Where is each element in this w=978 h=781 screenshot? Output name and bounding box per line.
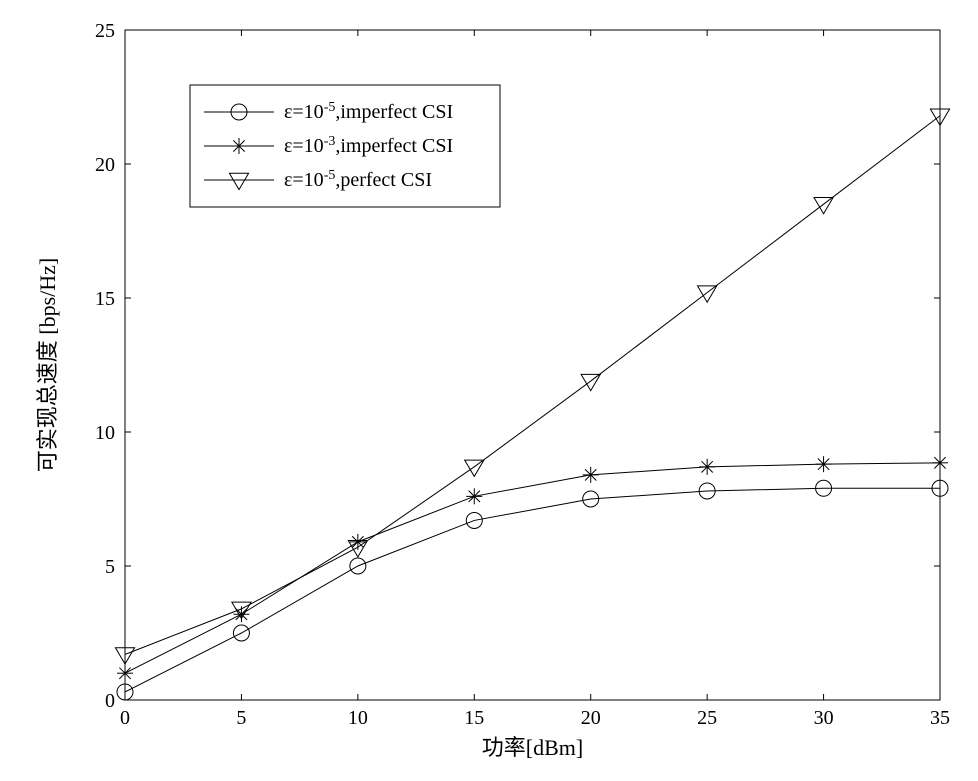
triangle-down-marker	[698, 286, 717, 302]
asterisk-marker	[231, 138, 247, 154]
asterisk-marker	[583, 467, 599, 483]
triangle-down-marker	[814, 197, 833, 213]
y-tick-label: 10	[95, 422, 115, 444]
x-tick-label: 0	[120, 707, 130, 729]
legend: ε=10-5,imperfect CSI ε=10-3,imperfect CSI…	[190, 85, 500, 207]
series-0	[117, 480, 948, 700]
y-tick-label: 25	[95, 20, 115, 42]
legend-label: ε=10-5,imperfect CSI	[284, 100, 453, 124]
x-tick-label: 5	[236, 707, 246, 729]
legend-label: ε=10-3,imperfect CSI	[284, 134, 453, 158]
x-tick-label: 30	[814, 707, 834, 729]
asterisk-marker	[816, 456, 832, 472]
series-2	[115, 109, 949, 664]
triangle-down-marker	[465, 460, 484, 476]
line-chart: 0 5 10 15 20 25 30 35 0 5 10 15 20 25 功率[dBm] 可实现总速度 [b…	[0, 0, 978, 781]
y-tick-label: 15	[95, 288, 115, 310]
x-axis-label: 功率[dBm]	[482, 735, 583, 760]
triangle-down-marker	[229, 173, 248, 189]
y-axis-label: 可实现总速度 [bps/Hz]	[35, 258, 60, 472]
x-tick-label: 35	[930, 707, 950, 729]
x-tick-label: 20	[581, 707, 601, 729]
plot-box	[125, 30, 940, 700]
legend-label: ε=10-5,perfect CSI	[284, 168, 432, 192]
triangle-down-marker	[581, 374, 600, 390]
x-tick-label: 10	[348, 707, 368, 729]
y-tick-label: 20	[95, 154, 115, 176]
asterisk-marker	[117, 665, 133, 681]
y-tick-label: 5	[105, 556, 115, 578]
asterisk-marker	[466, 488, 482, 504]
asterisk-marker	[932, 455, 948, 471]
series-line	[125, 488, 940, 692]
y-tick-label: 0	[105, 690, 115, 712]
x-tick-label: 25	[697, 707, 717, 729]
series-line	[125, 116, 940, 655]
asterisk-marker	[699, 459, 715, 475]
chart-container: 0 5 10 15 20 25 30 35 0 5 10 15 20 25 功率[dBm] 可实现总速度 [b…	[0, 0, 978, 781]
x-tick-label: 15	[464, 707, 484, 729]
